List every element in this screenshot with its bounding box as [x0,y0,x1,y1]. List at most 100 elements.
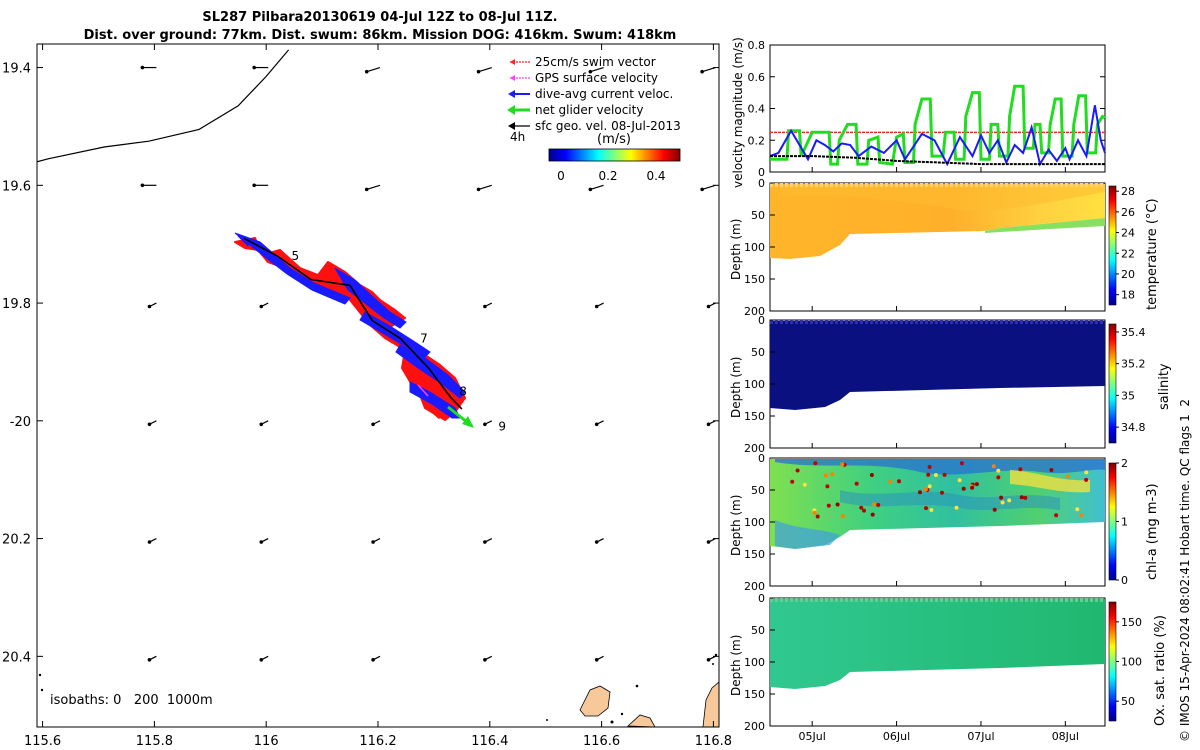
chla-dot [859,505,864,510]
chla-dot [1000,500,1005,505]
cbar-tick-label: 35.4 [1121,326,1146,339]
chla-dot [923,487,928,492]
sfc-arrow [706,420,716,427]
map-xtick-label: 116.2 [359,734,396,749]
depth-tick-label: 200 [744,720,765,733]
cbar-tick-label: 18 [1121,289,1135,302]
cbar-tick-label: 20 [1121,268,1135,281]
map-ytick-label: 19.4 [2,62,31,77]
velocity-ylabel: velocity magnitude (m/s) [731,37,745,188]
chla-dot [888,479,893,484]
speed-colorbar [548,148,681,162]
chla-dot [869,473,874,477]
sfc-arrow [259,655,269,662]
colorbar-tick-2: 0.4 [646,169,665,183]
sfc-arrow [588,184,604,192]
depth-tick-label: 100 [744,241,765,254]
map-xtick-label: 115.8 [136,734,173,749]
day-labels: 5 7 8 9 [292,249,506,434]
sfc-arrow [483,655,493,662]
chla-dot [954,505,959,510]
depth-tick-label: 150 [744,688,765,701]
map-ytick-label: 20.2 [2,533,31,548]
temperature-panel [769,182,1106,312]
salinity-panel [769,319,1106,449]
section-ticks: 05010015020018202224262805010015020034.8… [744,177,1146,743]
sfc-arrow [147,420,157,427]
chart-title: SL287 Pilbara20130619 04-Jul 12Z to 08-J… [202,10,558,25]
sfc-arrow [706,302,716,309]
depth-tick-label: 150 [744,548,765,561]
ox-colorbar [1108,601,1117,722]
chla-dot [823,473,828,478]
chla-dot [840,462,845,467]
ox-ylabel: Depth (m) [729,635,743,696]
map-legend: 25cm/s swim vector GPS surface velocity … [507,55,681,183]
sfc-arrow [588,66,604,74]
sfc-arrow [364,66,381,74]
map-ytick-label: 20.4 [2,650,31,665]
chla-dots [790,461,1089,519]
legend-interval: 4h [510,130,525,144]
depth-tick-label: 50 [751,209,765,222]
isobaths-note: isobaths: 0 200 1000m [50,693,213,708]
date-tick-label: 08Jul [1052,730,1079,743]
day-label: 5 [292,249,300,263]
velocity-ticks: 0 0.2 0.4 0.6 0.8 [748,39,1105,179]
vel-ytick-label: 0.4 [748,103,766,116]
chla-dot [815,514,820,519]
sfc-arrow [371,420,381,427]
chla-dot [854,481,859,486]
chla-dot [840,514,845,519]
chla-dot [1054,513,1059,518]
legend-gps: GPS surface velocity [535,71,658,85]
sfc-arrow [371,655,381,662]
sfc-arrow [371,538,381,544]
map-xtick-label: 116.6 [583,734,620,749]
chla-dot [795,468,800,473]
temp-colorbar [1108,185,1117,306]
cbar-tick-label: 28 [1121,185,1135,198]
net-velocity-arrowhead [462,416,474,428]
cbar-tick-label: 100 [1121,656,1142,669]
sfc-arrow [594,655,604,662]
chla-dot [918,490,922,495]
cbar-tick-label: 35.2 [1121,358,1146,371]
map-xtick-label: 115.6 [24,734,61,749]
sfc-arrow [594,420,604,427]
chla-dot [1023,495,1028,500]
cbar-tick-label: 34.8 [1121,421,1146,434]
map-xtick-label: 116 [254,734,279,749]
velocity-panel: 0 0.2 0.4 0.6 0.8 velocity magnitude (m/s) [731,37,1106,188]
chla-dot [825,484,830,489]
chla-dot [813,461,818,466]
chla-dot [942,472,947,477]
map-ytick-label: 19.8 [2,297,31,312]
chla-dot [870,512,875,517]
ox-cbar-label: Ox. sat. ratio (%) [1153,615,1168,726]
depth-tick-label: 50 [751,484,765,497]
chla-dot [1084,477,1089,482]
chla-dot [1019,495,1024,500]
oxygen-panel [769,597,1106,727]
day-label: 8 [459,384,467,398]
sfc-arrow [706,538,716,544]
cbar-tick-label: 35 [1121,389,1135,402]
sfc-arrow [483,538,493,544]
chla-dot [927,465,932,469]
sfc-arrow [259,302,269,309]
sal-ylabel: Depth (m) [729,357,743,418]
chla-dot [871,502,876,507]
legend-swim: 25cm/s swim vector [535,55,656,69]
chla-cbar-label: chl-a (mg m-3) [1145,483,1160,580]
sfc-arrow [252,183,269,188]
legend-current: dive-avg current veloc. [535,87,673,101]
chla-dot [1049,468,1054,472]
map-xtick-label: 116.4 [471,734,508,749]
colorbar-tick-1: 0.2 [598,169,617,183]
cbar-tick-label: 50 [1121,695,1135,708]
chla-dot [996,475,1001,480]
cbar-tick-label: 22 [1121,247,1135,260]
chla-dot [826,503,831,508]
series-net-velocity [770,84,1106,166]
